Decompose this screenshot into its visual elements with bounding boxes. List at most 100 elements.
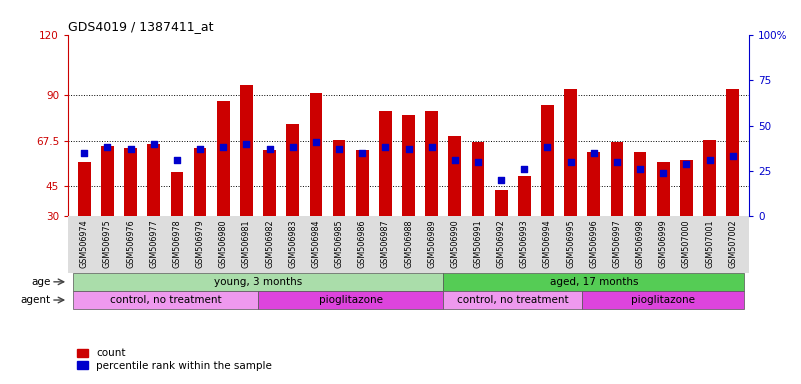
Text: young, 3 months: young, 3 months [214,277,302,287]
Point [564,159,577,165]
Bar [258,291,443,309]
Bar [634,152,646,217]
Text: GSM506985: GSM506985 [335,219,344,268]
Text: GSM506988: GSM506988 [404,219,413,268]
Point [727,153,739,159]
Bar [610,142,623,217]
Text: GSM506993: GSM506993 [520,219,529,268]
Point [356,150,368,156]
Text: GSM507000: GSM507000 [682,219,691,268]
Bar [78,162,91,217]
Point [518,166,531,172]
Point [680,161,693,167]
Bar [73,291,258,309]
Text: control, no treatment: control, no treatment [457,295,569,305]
Point [587,150,600,156]
Text: GDS4019 / 1387411_at: GDS4019 / 1387411_at [68,20,214,33]
Bar [564,89,577,217]
Bar [443,273,744,291]
Bar [518,176,531,217]
Bar [703,140,716,217]
Point [449,157,461,163]
Bar [449,136,461,217]
Bar [286,124,299,217]
Point [309,139,322,145]
Point [171,157,183,163]
Bar [309,93,322,217]
Text: GSM506991: GSM506991 [473,219,482,268]
Text: GSM506999: GSM506999 [658,219,668,268]
Text: GSM506992: GSM506992 [497,219,505,268]
Bar [657,162,670,217]
Text: GSM507002: GSM507002 [728,219,737,268]
Text: GSM506982: GSM506982 [265,219,274,268]
Bar [541,105,553,217]
Point [194,146,207,152]
Text: aged, 17 months: aged, 17 months [549,277,638,287]
Text: GSM506987: GSM506987 [380,219,390,268]
Legend: count, percentile rank within the sample: count, percentile rank within the sample [74,344,276,375]
Bar [495,190,508,217]
Bar [194,148,207,217]
Point [657,170,670,176]
Bar [587,152,600,217]
Text: GSM506977: GSM506977 [149,219,159,268]
Text: GSM506978: GSM506978 [172,219,182,268]
Point [124,146,137,152]
Text: GSM506997: GSM506997 [613,219,622,268]
Bar [240,85,253,217]
Text: GSM506976: GSM506976 [126,219,135,268]
Point [495,177,508,183]
Text: GSM506994: GSM506994 [543,219,552,268]
Text: GSM506996: GSM506996 [590,219,598,268]
Bar [356,150,368,217]
Bar [101,146,114,217]
Text: GSM506974: GSM506974 [80,219,89,268]
Text: GSM506983: GSM506983 [288,219,297,268]
Bar [727,89,739,217]
Point [634,166,646,172]
Text: control, no treatment: control, no treatment [110,295,221,305]
Point [472,159,485,165]
Point [402,146,415,152]
Point [147,141,160,147]
Text: GSM506980: GSM506980 [219,219,227,268]
Point [78,150,91,156]
Text: agent: agent [20,295,50,305]
Point [101,144,114,151]
Point [379,144,392,151]
Text: GSM506981: GSM506981 [242,219,251,268]
Bar [379,111,392,217]
Point [286,144,299,151]
Text: GSM507001: GSM507001 [705,219,714,268]
Bar [124,148,137,217]
Bar [472,142,485,217]
Text: GSM506998: GSM506998 [635,219,645,268]
Text: GSM506979: GSM506979 [195,219,204,268]
Text: GSM506989: GSM506989 [427,219,437,268]
Bar [264,150,276,217]
Text: pioglitazone: pioglitazone [631,295,695,305]
Bar [443,291,582,309]
Point [703,157,716,163]
Text: GSM506984: GSM506984 [312,219,320,268]
Text: pioglitazone: pioglitazone [319,295,383,305]
Point [610,159,623,165]
Point [264,146,276,152]
Point [541,144,553,151]
Text: GSM506975: GSM506975 [103,219,112,268]
Text: age: age [31,277,50,287]
Point [332,146,345,152]
Text: GSM506990: GSM506990 [450,219,459,268]
Bar [73,273,443,291]
Point [217,144,230,151]
Bar [425,111,438,217]
Point [240,141,253,147]
Bar [582,291,744,309]
Bar [680,160,693,217]
Bar [332,140,345,217]
Bar [402,116,415,217]
Bar [217,101,230,217]
Point [425,144,438,151]
Bar [171,172,183,217]
